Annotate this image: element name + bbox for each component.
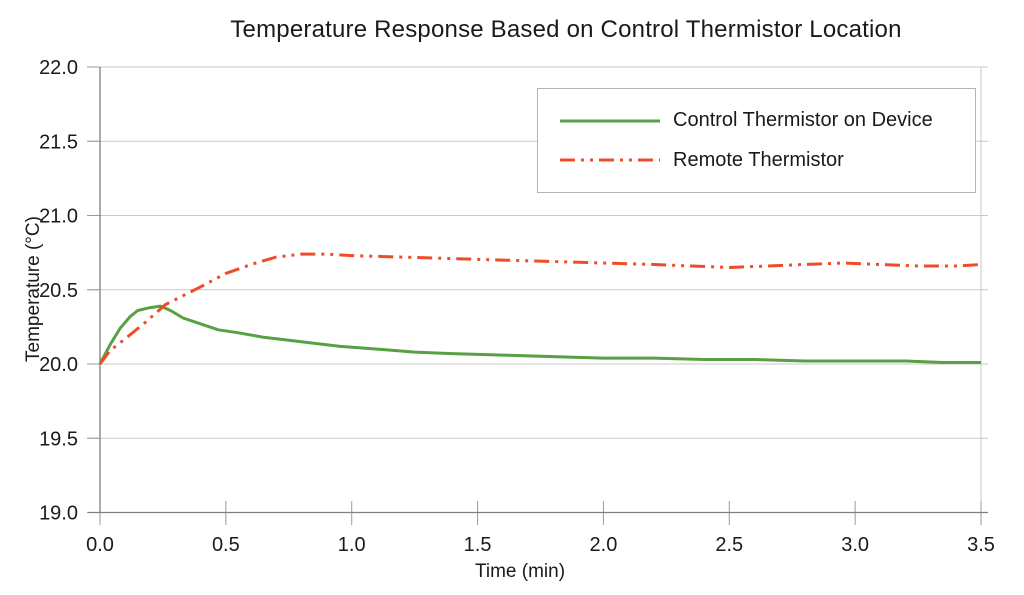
legend-entry-remote: Remote Thermistor [538, 149, 975, 172]
y-tick-label: 22.0 [39, 57, 78, 79]
y-tick-label: 20.5 [39, 280, 78, 302]
series-line-remote [98, 252, 982, 365]
y-tick-label: 19.0 [39, 503, 78, 525]
x-tick-label: 2.0 [590, 534, 618, 556]
x-tick-label: 1.0 [338, 534, 366, 556]
legend-entry-control: Control Thermistor on Device [538, 109, 975, 132]
y-tick-label: 21.5 [39, 131, 78, 153]
y-tick-label: 21.0 [39, 206, 78, 228]
x-tick-label: 0.5 [212, 534, 240, 556]
y-tick-label: 20.0 [39, 354, 78, 376]
series-line-control [98, 304, 981, 365]
x-tick-label: 3.0 [841, 534, 869, 556]
x-axis-title: Time (min) [474, 561, 566, 582]
legend-label-control: Control Thermistor on Device [673, 109, 933, 132]
x-tick-label: 1.5 [464, 534, 492, 556]
legend-line-remote-icon [560, 158, 660, 162]
x-tick-label: 2.5 [715, 534, 743, 556]
legend: Control Thermistor on Device Remote Ther… [537, 88, 976, 193]
legend-line-control-icon [560, 119, 660, 123]
chart-title: Temperature Response Based on Control Th… [230, 16, 902, 43]
y-tick-label: 19.5 [39, 428, 78, 450]
x-tick-label: 0.0 [86, 534, 114, 556]
x-tick-label: 3.5 [967, 534, 995, 556]
legend-label-remote: Remote Thermistor [673, 148, 844, 171]
